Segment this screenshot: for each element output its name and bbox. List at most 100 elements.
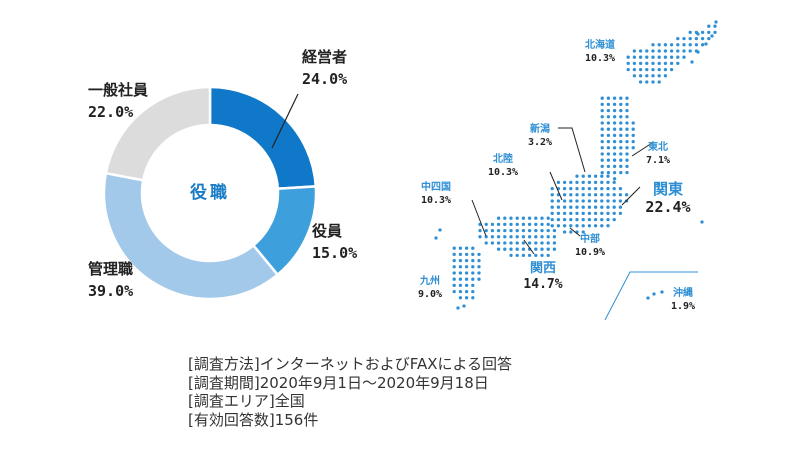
map-dot bbox=[713, 30, 717, 35]
map-dot bbox=[587, 205, 592, 209]
map-dot bbox=[645, 55, 649, 59]
map-dot bbox=[593, 224, 598, 228]
region-leader-line bbox=[569, 227, 581, 237]
map-dot bbox=[663, 67, 668, 72]
map-dot bbox=[638, 61, 643, 66]
map-dot bbox=[521, 241, 526, 245]
map-dot bbox=[606, 164, 611, 169]
map-dot bbox=[556, 180, 561, 185]
map-dot bbox=[651, 49, 655, 53]
map-dot bbox=[651, 43, 655, 47]
map-dot bbox=[651, 74, 655, 78]
map-dot bbox=[496, 235, 501, 239]
map-dot bbox=[710, 34, 714, 38]
map-dot bbox=[625, 115, 629, 119]
map-dot bbox=[540, 222, 544, 227]
region-value-label: 10.3% bbox=[421, 195, 451, 206]
region-value-label: 10.3% bbox=[585, 53, 615, 64]
map-dot bbox=[651, 80, 655, 84]
map-dot bbox=[556, 224, 561, 228]
map-dot bbox=[527, 222, 532, 227]
map-dot bbox=[521, 222, 526, 227]
map-dot bbox=[612, 205, 616, 209]
map-dot bbox=[587, 224, 592, 228]
map-dot bbox=[632, 67, 637, 72]
map-dot bbox=[581, 230, 585, 234]
map-dot bbox=[619, 164, 623, 169]
map-dot bbox=[669, 43, 674, 47]
map-dot bbox=[606, 186, 610, 191]
map-dot bbox=[600, 133, 604, 138]
map-dot bbox=[707, 24, 711, 28]
note-period: [調査期間]2020年9月1日～2020年9月18日 bbox=[188, 373, 489, 392]
map-dot bbox=[600, 174, 604, 178]
map-dot bbox=[694, 36, 699, 41]
map-dot bbox=[612, 152, 617, 156]
map-dot bbox=[626, 67, 630, 72]
map-dot bbox=[575, 211, 579, 216]
map-dot bbox=[452, 277, 456, 281]
map-dot bbox=[700, 30, 705, 35]
map-dot bbox=[618, 199, 623, 203]
map-dot bbox=[503, 247, 507, 251]
map-dot bbox=[646, 296, 650, 300]
region-value-label: 10.9% bbox=[575, 247, 605, 258]
region-leader-line bbox=[523, 239, 535, 255]
map-dot bbox=[527, 253, 532, 258]
map-dot bbox=[484, 222, 488, 227]
map-dot bbox=[462, 304, 466, 308]
map-dot bbox=[651, 61, 655, 66]
map-dot bbox=[625, 102, 629, 107]
map-dot bbox=[521, 253, 526, 258]
map-dot bbox=[581, 224, 585, 228]
map-dot bbox=[618, 211, 623, 216]
map-dot bbox=[682, 43, 686, 47]
map-dot bbox=[503, 222, 507, 227]
map-dot bbox=[612, 139, 617, 144]
slice-label: 管理職 bbox=[88, 260, 133, 278]
map-dot bbox=[600, 186, 604, 191]
map-dot bbox=[562, 180, 567, 185]
map-dot bbox=[490, 228, 495, 233]
map-dot bbox=[669, 67, 674, 72]
map-dot bbox=[464, 258, 469, 263]
map-dot bbox=[438, 228, 442, 232]
map-dot bbox=[619, 158, 623, 162]
map-dot bbox=[464, 252, 469, 257]
map-dot bbox=[484, 228, 488, 233]
map-dot bbox=[625, 146, 629, 150]
map-dot bbox=[656, 182, 660, 186]
map-dot bbox=[484, 235, 488, 239]
map-dot bbox=[669, 49, 674, 53]
map-dot bbox=[546, 228, 550, 233]
map-dot bbox=[550, 205, 554, 209]
map-dot bbox=[600, 121, 604, 125]
map-dot bbox=[606, 96, 611, 100]
map-dot bbox=[562, 217, 567, 222]
map-dot bbox=[458, 271, 463, 275]
map-dot bbox=[587, 199, 592, 203]
map-dot bbox=[625, 158, 629, 162]
map-dot bbox=[581, 174, 585, 178]
map-dot bbox=[606, 121, 611, 125]
map-dot bbox=[638, 67, 643, 72]
map-dot bbox=[575, 217, 579, 222]
map-dot bbox=[490, 222, 495, 227]
map-dot bbox=[569, 224, 573, 228]
map-dot bbox=[600, 139, 604, 144]
map-dot bbox=[704, 42, 708, 46]
map-dot bbox=[575, 186, 579, 191]
map-dot bbox=[600, 199, 604, 203]
region-value-label: 10.3% bbox=[488, 167, 518, 178]
map-dot bbox=[534, 253, 538, 258]
map-dot bbox=[612, 177, 617, 181]
map-dot bbox=[471, 296, 475, 300]
map-dot bbox=[600, 96, 604, 100]
slice-value-label: 22.0% bbox=[88, 103, 133, 121]
map-dot bbox=[600, 108, 604, 113]
map-dot bbox=[619, 133, 623, 138]
map-dot bbox=[452, 265, 456, 269]
map-dot bbox=[625, 127, 629, 131]
map-dot bbox=[471, 258, 475, 263]
map-dot bbox=[707, 36, 711, 41]
